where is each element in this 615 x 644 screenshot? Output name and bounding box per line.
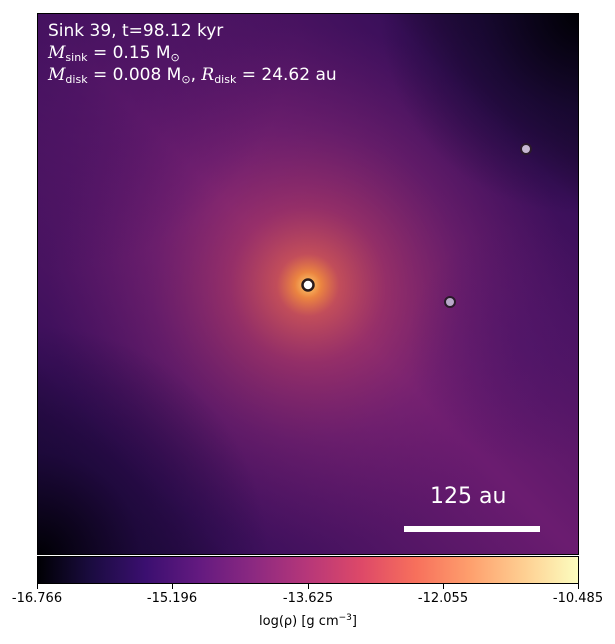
sink-title: Sink 39, t=98.12 kyr xyxy=(48,21,224,41)
colorbar-tick-label: -12.055 xyxy=(417,591,469,606)
disk-properties-label: Mdisk = 0.008 M⊙, Rdisk = 24.62 au xyxy=(48,65,337,86)
central-sink-marker xyxy=(301,278,315,292)
scale-bar xyxy=(404,526,540,532)
colorbar-tick-label: -13.625 xyxy=(282,591,334,606)
sink-marker xyxy=(444,296,456,308)
density-image xyxy=(38,14,578,554)
sink-mass-label: Msink = 0.15 M⊙ xyxy=(48,43,180,64)
density-map: Sink 39, t=98.12 kyr Msink = 0.15 M⊙ Mdi… xyxy=(37,13,579,555)
colorbar-tick xyxy=(443,584,444,589)
colorbar-tick xyxy=(578,584,579,589)
colorbar-tick-label: -16.766 xyxy=(11,591,63,606)
colorbar-tick xyxy=(37,584,38,589)
colorbar-tick-label: -10.485 xyxy=(552,591,604,606)
scale-bar-label: 125 au xyxy=(430,484,507,509)
colorbar xyxy=(37,556,579,584)
colorbar-tick xyxy=(172,584,173,589)
sink-marker xyxy=(520,143,532,155)
colorbar-tick-label: -15.196 xyxy=(146,591,198,606)
colorbar-tick xyxy=(308,584,309,589)
colorbar-label: log(ρ) [g cm−3] xyxy=(259,613,357,629)
